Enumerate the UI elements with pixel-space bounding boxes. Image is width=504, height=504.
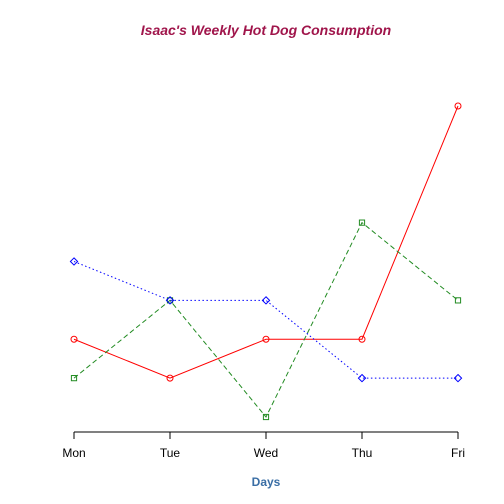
x-axis-title: Days: [252, 475, 281, 489]
data-point: [262, 335, 270, 343]
x-tick-label: Mon: [62, 446, 85, 460]
data-point: [358, 335, 366, 343]
chart-title: Isaac's Weekly Hot Dog Consumption: [141, 22, 391, 38]
x-tick-label: Tue: [160, 446, 181, 460]
x-tick-label: Thu: [352, 446, 373, 460]
data-point: [166, 374, 174, 382]
data-point: [454, 102, 462, 110]
data-point: [454, 297, 462, 304]
data-point: [165, 296, 175, 305]
series-layer: [69, 102, 463, 421]
data-point: [453, 373, 463, 383]
data-point: [166, 297, 174, 304]
x-tick-label: Fri: [451, 446, 465, 460]
series-line: [73, 221, 459, 418]
series-2: [70, 219, 462, 421]
series-line: [73, 261, 458, 379]
data-point: [69, 257, 79, 266]
data-point: [358, 219, 366, 226]
x-axis: Mon Tue Wed Thu Fri: [62, 431, 465, 460]
data-point: [70, 335, 78, 343]
series-3: [69, 257, 463, 383]
data-point: [70, 375, 78, 382]
x-tick-label: Wed: [254, 446, 278, 460]
data-point: [262, 413, 270, 421]
series-line: [73, 105, 459, 379]
data-point: [261, 296, 271, 305]
data-point: [357, 373, 367, 383]
series-1: [70, 102, 462, 382]
